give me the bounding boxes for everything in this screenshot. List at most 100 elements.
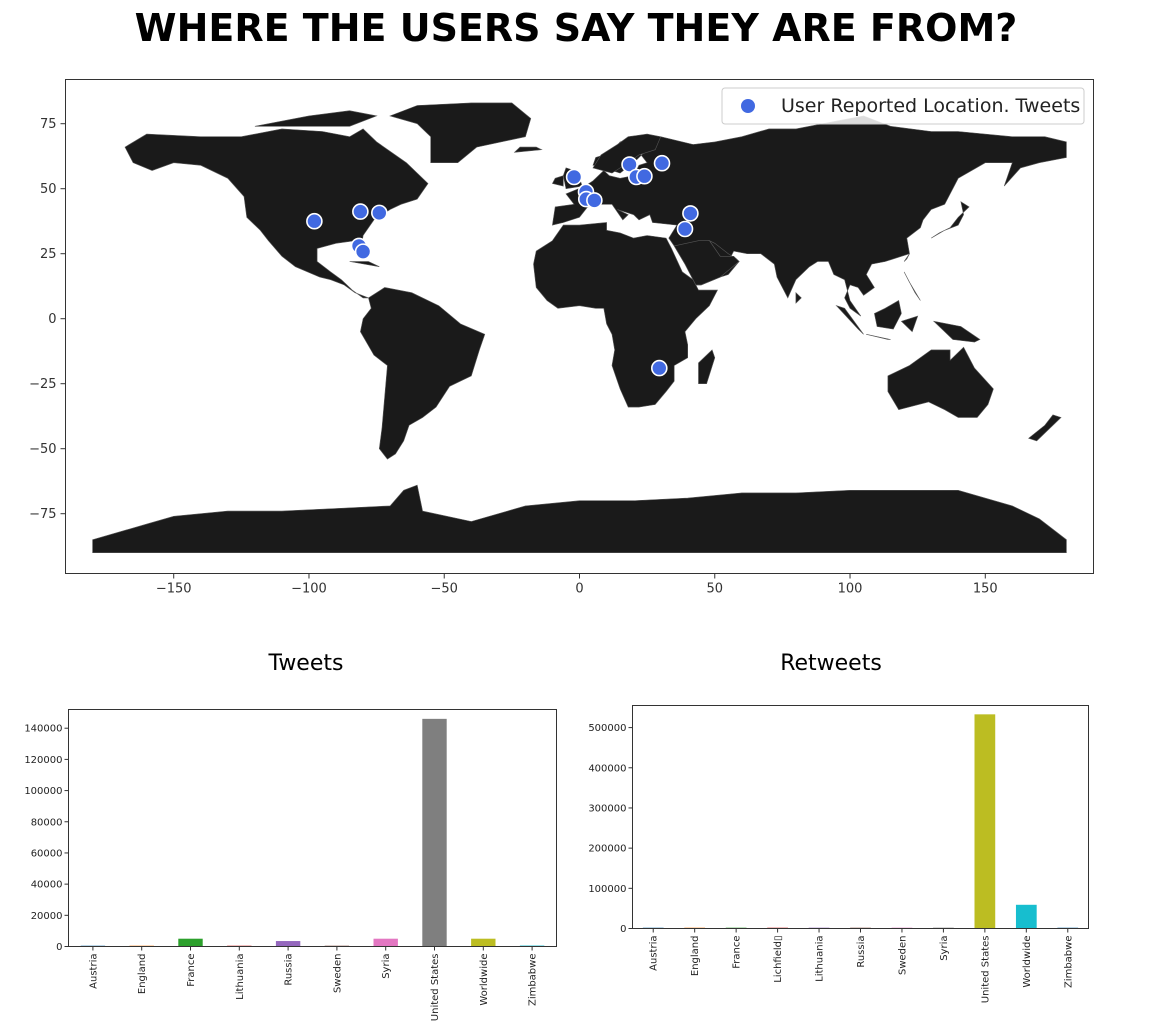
- tweets-y-tick-label: 40000: [31, 880, 63, 891]
- page-title: WHERE THE USERS SAY THEY ARE FROM?: [134, 6, 1018, 50]
- land-polygon: [835, 305, 864, 335]
- tweets-x-tick-label: England: [137, 954, 148, 995]
- land-polygon: [887, 346, 994, 418]
- map-point: [352, 203, 369, 220]
- retweets-x-tick-label: Syria: [939, 936, 950, 961]
- tweets-plot-frame: [68, 709, 557, 947]
- land-polygon: [513, 146, 543, 153]
- tweets-bars: [80, 718, 545, 947]
- tweets-bar: [178, 938, 203, 947]
- map-y-tick-label: −25: [29, 377, 56, 392]
- tweets-x-tick-label: Lithuania: [235, 954, 246, 1000]
- tweets-x-axis: Austria England France Lithuania Russia Swede…: [88, 946, 539, 1022]
- land-polygon: [533, 222, 718, 408]
- land-polygon: [900, 315, 919, 333]
- retweets-x-tick-label: Worldwide: [1022, 936, 1033, 988]
- tweets-x-tick-label: United States: [430, 954, 441, 1022]
- tweets-bar: [373, 938, 398, 947]
- map-point: [354, 243, 372, 260]
- retweets-x-tick-label: Lithuania: [815, 936, 826, 982]
- map-point: [586, 192, 603, 209]
- retweets-x-tick-label: Russia: [856, 936, 867, 968]
- map-legend-box: [721, 87, 1085, 125]
- map-x-tick-label: 100: [838, 582, 863, 597]
- tweets-y-tick-label: 60000: [31, 848, 63, 859]
- tweets-y-tick-label: 120000: [24, 755, 62, 766]
- retweets-x-tick-label: Lichfield▯: [773, 936, 784, 983]
- land-polygon: [903, 271, 921, 301]
- retweets-x-tick-label: France: [732, 936, 743, 969]
- map-y-tick-label: 25: [40, 247, 57, 262]
- world-map-chart: −150 −100 −50 0 50 100 150 75 50 25 0 −25 −50 −75 Us…: [29, 79, 1094, 597]
- retweets-bars: [642, 714, 1079, 929]
- map-point: [621, 156, 638, 173]
- land-polygon: [931, 201, 970, 239]
- tweets-bar-chart: Tweets 0 20000 40000 60000 80000 100000 120000…: [24, 651, 557, 1022]
- retweets-bar-chart: Retweets 0 100000 200000 300000 400000 500000…: [588, 651, 1089, 1003]
- tweets-bar: [422, 718, 447, 947]
- retweets-y-tick-label: 400000: [588, 763, 626, 774]
- map-legend: User Reported Location. Tweets: [721, 87, 1085, 125]
- land-polygon: [389, 102, 532, 163]
- retweets-y-tick-label: 0: [620, 924, 626, 935]
- tweets-x-tick-label: Russia: [284, 954, 295, 986]
- land-polygon: [1027, 414, 1062, 442]
- map-point: [565, 168, 583, 186]
- tweets-y-axis: 0 20000 40000 60000 80000 100000 120000 140000: [24, 724, 69, 953]
- map-y-axis: 75 50 25 0 −25 −50 −75: [29, 117, 66, 522]
- land-polygon: [349, 261, 380, 267]
- land-polygon: [360, 287, 486, 460]
- tweets-x-tick-label: Sweden: [332, 954, 343, 994]
- map-y-tick-label: −50: [29, 442, 56, 457]
- map-point: [636, 167, 653, 185]
- land-polygon: [903, 253, 910, 262]
- map-y-tick-label: −75: [29, 507, 56, 522]
- map-x-axis: −150 −100 −50 0 50 100 150: [156, 573, 998, 597]
- tweets-x-tick-label: Worldwide: [479, 954, 490, 1006]
- retweets-x-axis: Austria England France Lichfield▯ Lithuania R…: [649, 928, 1074, 1003]
- map-x-tick-label: −50: [431, 582, 458, 597]
- land-polygon: [795, 291, 802, 304]
- map-point: [371, 204, 388, 222]
- retweets-bar: [974, 714, 996, 929]
- land-polygon: [551, 175, 564, 187]
- land-polygon: [698, 349, 716, 385]
- map-x-tick-label: 150: [973, 582, 998, 597]
- land-polygon: [932, 320, 981, 343]
- map-point: [682, 205, 699, 222]
- retweets-y-axis: 0 100000 200000 300000 400000 500000: [588, 723, 633, 935]
- tweets-x-tick-label: Zimbabwe: [528, 954, 539, 1007]
- tweets-x-tick-label: Syria: [381, 954, 392, 979]
- map-legend-label: User Reported Location. Tweets: [781, 95, 1080, 117]
- world-land-mass: [92, 102, 1067, 554]
- retweets-y-tick-label: 100000: [588, 884, 626, 895]
- tweets-x-tick-label: France: [186, 954, 197, 987]
- tweets-y-tick-label: 140000: [24, 724, 62, 735]
- map-point: [651, 359, 668, 377]
- tweets-bar: [275, 941, 301, 947]
- map-y-tick-label: 75: [40, 117, 57, 132]
- tweets-y-tick-label: 100000: [24, 786, 62, 797]
- land-polygon: [124, 128, 429, 299]
- map-point: [306, 212, 323, 230]
- retweets-y-tick-label: 200000: [588, 844, 626, 855]
- map-points: [306, 154, 699, 377]
- map-x-tick-label: 50: [706, 582, 723, 597]
- map-y-tick-label: 50: [40, 182, 57, 197]
- retweets-x-tick-label: Austria: [649, 936, 660, 971]
- retweets-plot-frame: [632, 705, 1089, 929]
- tweets-y-tick-label: 80000: [31, 817, 63, 828]
- land-polygon: [673, 240, 740, 286]
- map-x-tick-label: −150: [156, 582, 192, 597]
- tweets-x-tick-label: Austria: [88, 954, 99, 989]
- retweets-y-tick-label: 300000: [588, 803, 626, 814]
- retweets-x-tick-label: England: [690, 936, 701, 977]
- land-polygon: [92, 484, 1067, 554]
- map-y-tick-label: 0: [48, 312, 56, 327]
- land-polygon: [254, 110, 378, 127]
- tweets-y-tick-label: 20000: [31, 911, 63, 922]
- tweets-bar: [471, 938, 496, 947]
- map-point: [676, 220, 694, 238]
- retweets-x-tick-label: Zimbabwe: [1063, 936, 1074, 989]
- retweets-y-tick-label: 500000: [588, 723, 626, 734]
